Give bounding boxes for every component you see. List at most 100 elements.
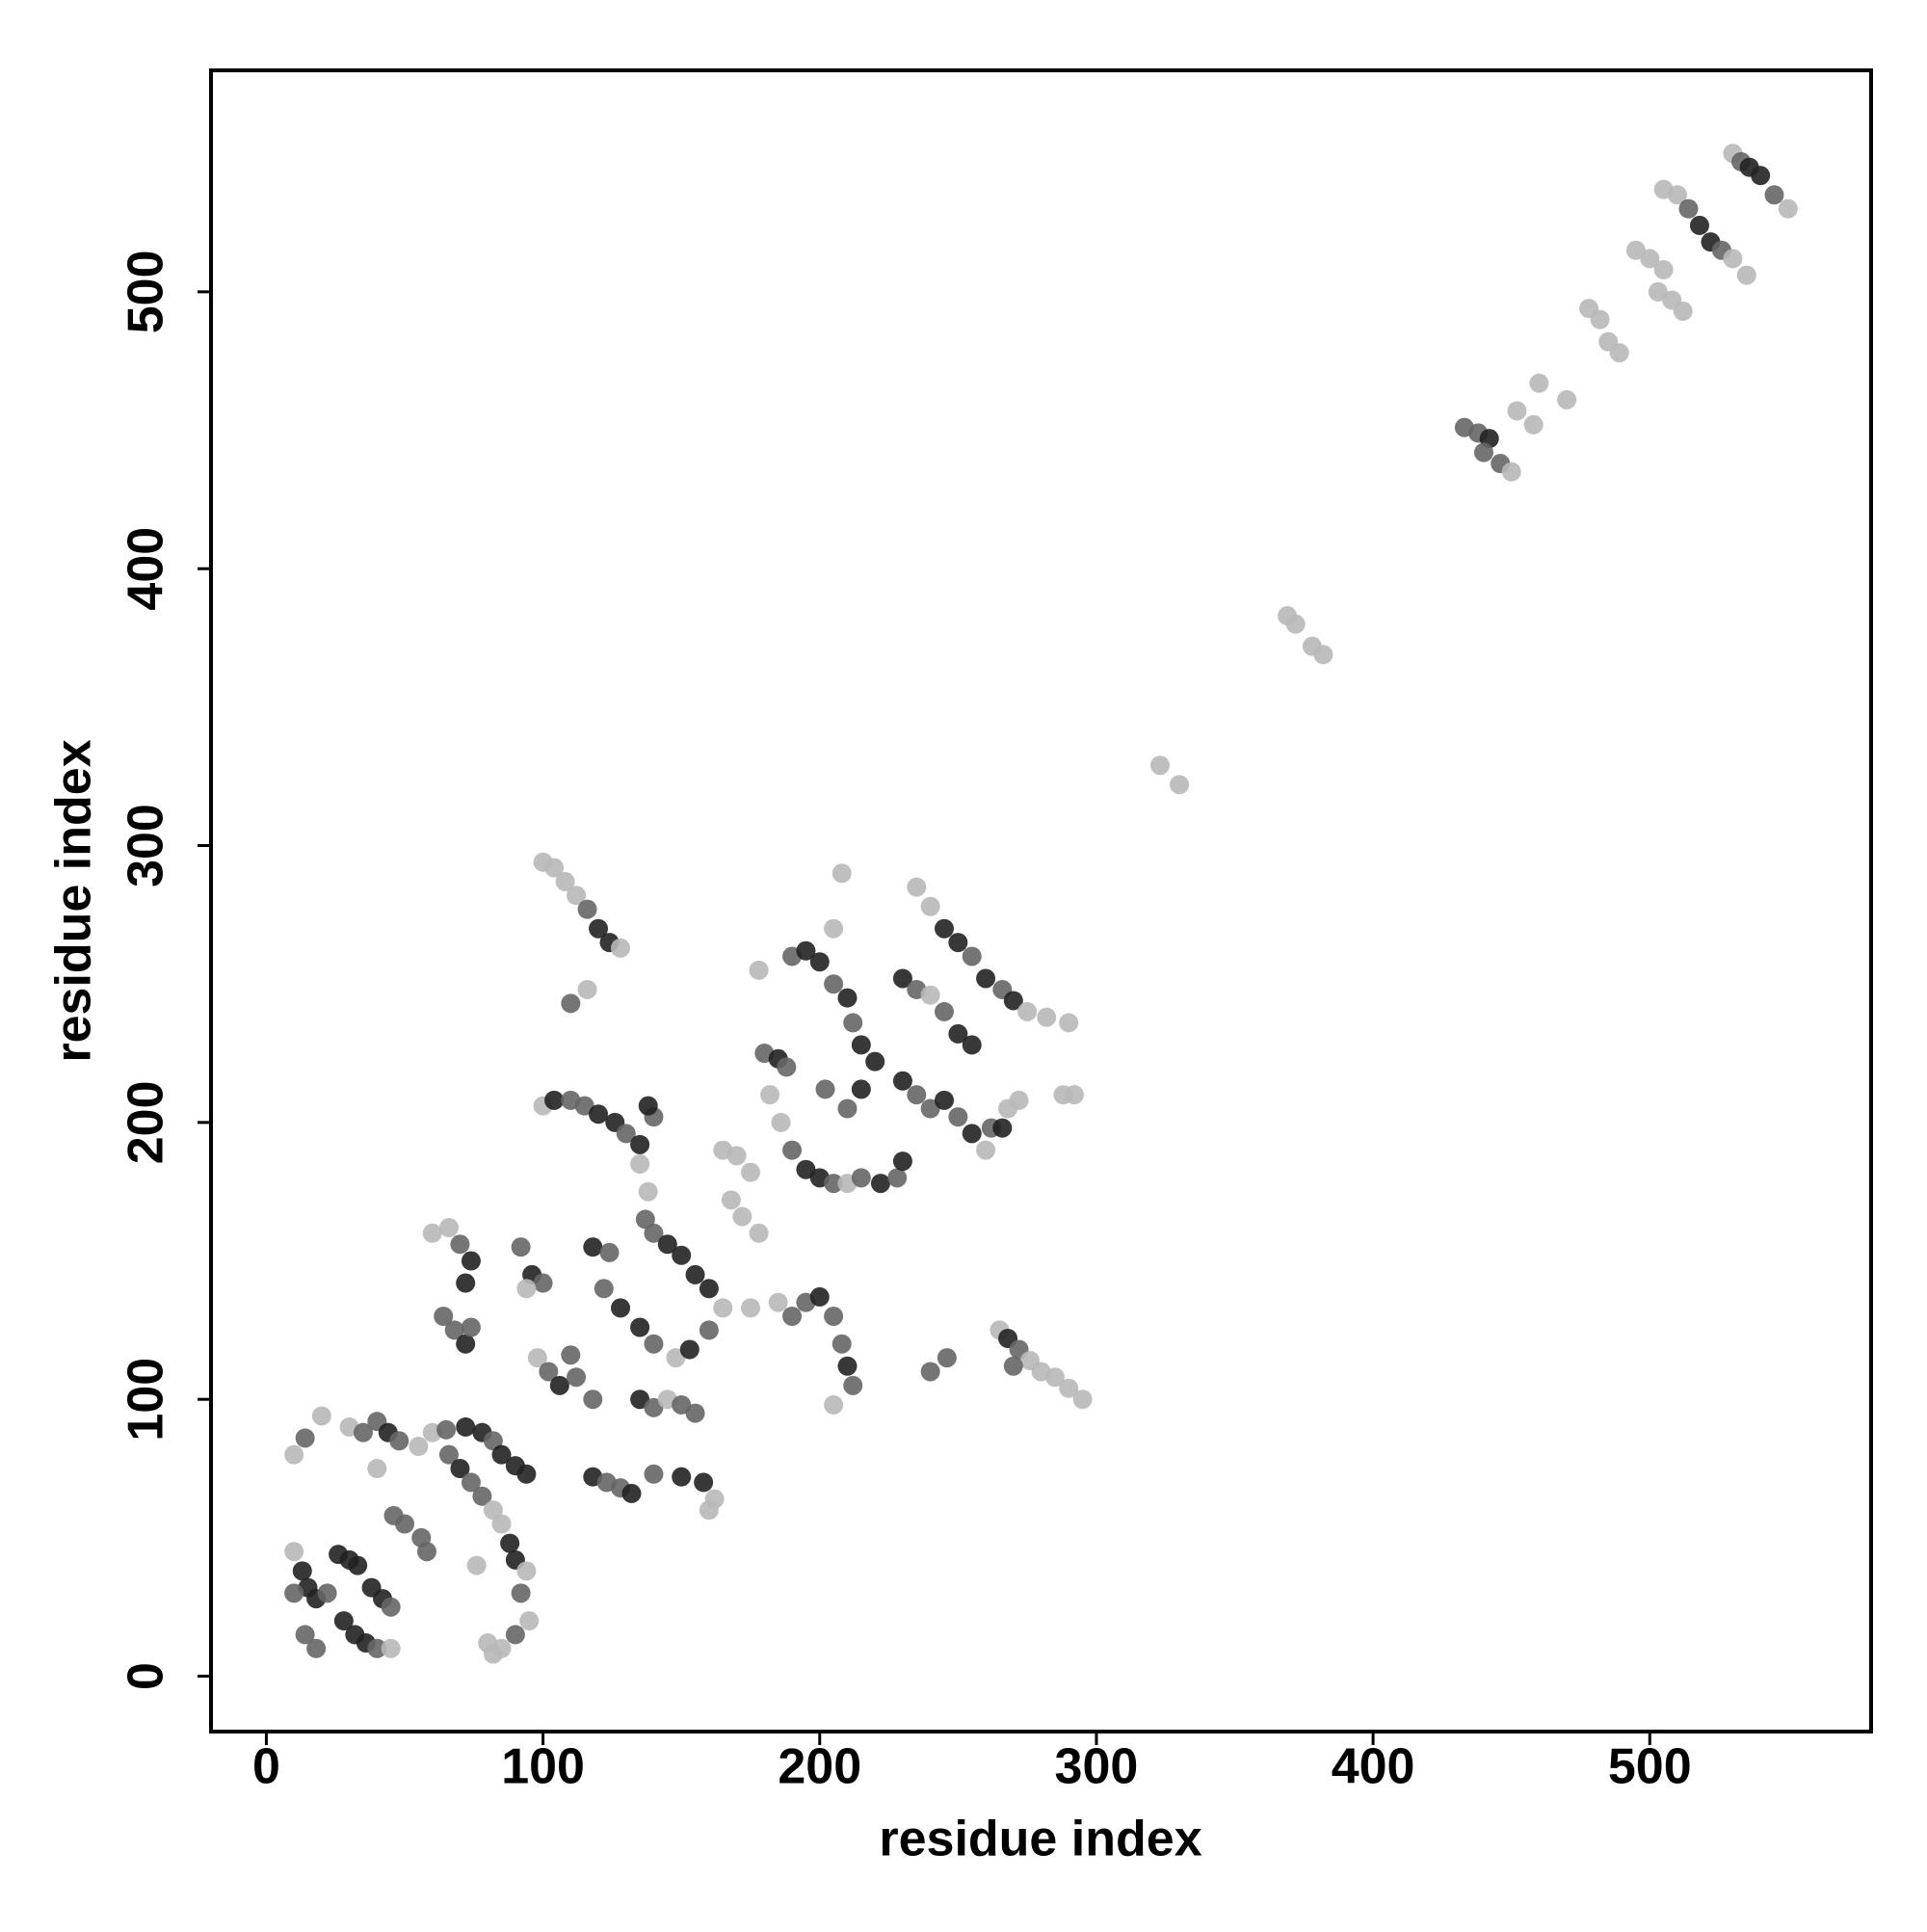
point — [436, 1419, 457, 1440]
point — [1009, 1090, 1029, 1110]
y-tick-label: 100 — [119, 1358, 174, 1442]
point — [348, 1555, 368, 1575]
point — [920, 985, 940, 1005]
point — [907, 877, 927, 897]
point — [1736, 265, 1756, 285]
point — [672, 1467, 692, 1487]
point — [962, 946, 982, 966]
point — [832, 1334, 852, 1354]
point — [483, 1644, 503, 1664]
point — [666, 1348, 686, 1368]
point — [1751, 166, 1771, 186]
point — [456, 1416, 476, 1437]
y-tick-label: 300 — [119, 804, 174, 887]
point — [934, 1001, 954, 1021]
point — [1003, 991, 1023, 1011]
point — [1609, 343, 1629, 363]
point — [409, 1437, 429, 1457]
point — [1501, 462, 1521, 482]
point — [740, 1162, 760, 1182]
point — [782, 1307, 803, 1326]
point — [444, 1320, 464, 1340]
point — [381, 1638, 401, 1658]
point — [483, 1431, 503, 1451]
x-tick-label: 300 — [1055, 1739, 1139, 1795]
point — [815, 1079, 835, 1099]
point — [395, 1514, 415, 1534]
point — [638, 1096, 658, 1116]
point — [948, 933, 968, 953]
point — [577, 979, 597, 999]
point — [1557, 389, 1577, 410]
point — [694, 1472, 714, 1493]
point — [295, 1625, 315, 1645]
point — [1590, 309, 1610, 330]
point — [295, 1428, 315, 1448]
point — [544, 858, 565, 878]
point — [450, 1459, 470, 1479]
point — [1667, 185, 1687, 205]
point — [1285, 614, 1306, 634]
point — [713, 1298, 733, 1318]
x-tick-label: 200 — [778, 1739, 861, 1795]
point — [461, 1251, 481, 1271]
point — [491, 1514, 512, 1534]
point — [505, 1625, 525, 1645]
point — [561, 1345, 581, 1365]
point — [630, 1317, 650, 1337]
point — [699, 1320, 719, 1340]
point — [353, 1422, 373, 1442]
point — [892, 968, 912, 989]
point — [726, 1146, 747, 1166]
point — [1064, 1085, 1084, 1105]
point — [1149, 755, 1170, 776]
point — [416, 1542, 436, 1562]
point — [796, 940, 816, 961]
point — [771, 1112, 791, 1132]
point — [824, 918, 844, 939]
point — [1170, 775, 1190, 795]
point — [1764, 185, 1784, 205]
point — [679, 1339, 700, 1360]
point — [721, 1190, 741, 1210]
point — [466, 1555, 487, 1575]
point — [539, 1362, 559, 1382]
point — [567, 886, 587, 906]
point — [577, 899, 597, 919]
point — [456, 1334, 476, 1354]
y-axis-title: residue index — [46, 739, 102, 1062]
point — [527, 1348, 547, 1368]
point — [809, 1286, 830, 1307]
point — [837, 1356, 858, 1376]
point — [672, 1394, 692, 1415]
point — [1778, 198, 1798, 219]
point — [549, 1375, 569, 1395]
point — [472, 1486, 492, 1506]
point — [644, 1397, 664, 1417]
point — [657, 1234, 677, 1255]
point — [777, 1057, 797, 1077]
y-tick-label: 500 — [119, 250, 174, 333]
point — [1723, 249, 1743, 269]
point — [611, 938, 631, 958]
point — [920, 896, 940, 916]
point — [920, 1098, 940, 1119]
point — [367, 1459, 387, 1479]
point — [491, 1444, 512, 1465]
point — [1313, 645, 1333, 665]
point — [644, 1334, 664, 1354]
point — [381, 1597, 401, 1617]
point — [635, 1209, 655, 1230]
point — [450, 1234, 470, 1255]
point — [461, 1472, 481, 1493]
point — [1037, 1007, 1057, 1027]
point — [567, 1367, 587, 1388]
point — [561, 993, 581, 1014]
point — [892, 1151, 912, 1172]
point — [367, 1638, 387, 1658]
point — [1653, 259, 1674, 279]
point — [630, 1153, 650, 1174]
point — [621, 1483, 642, 1503]
point — [865, 1051, 885, 1072]
